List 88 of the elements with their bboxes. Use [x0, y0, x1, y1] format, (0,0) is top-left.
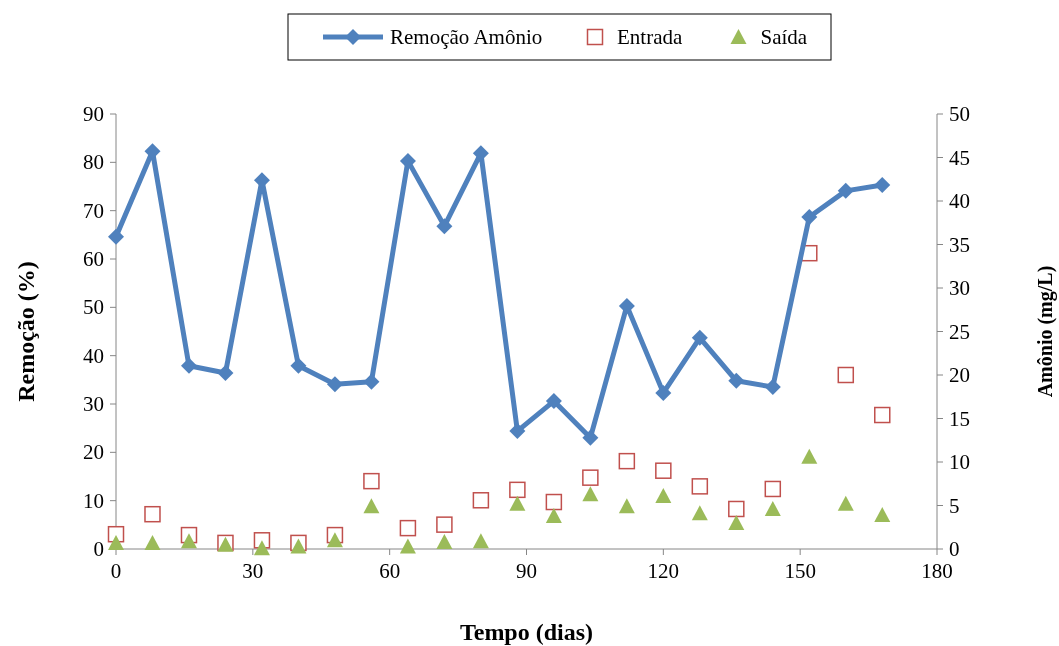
x-tick-label: 0 [110, 559, 122, 583]
y-tick-label: 70 [83, 198, 104, 223]
point [108, 534, 124, 550]
y2-tick-label: 20 [949, 363, 970, 387]
point [363, 373, 380, 390]
point [436, 218, 453, 235]
y2-tick-label: 5 [949, 493, 960, 518]
point [582, 486, 599, 502]
point [582, 429, 599, 446]
legend-label: Saída [760, 25, 808, 49]
point [180, 533, 197, 549]
point [399, 519, 417, 537]
point [764, 500, 781, 516]
point [801, 208, 818, 225]
y-tick-label: 40 [83, 343, 104, 368]
point [764, 480, 782, 498]
point [764, 379, 781, 396]
point [509, 495, 526, 511]
x-tick-label: 180 [921, 559, 953, 583]
point [691, 478, 709, 495]
y2-tick-label: 40 [949, 189, 970, 213]
y2-tick-label: 10 [949, 450, 970, 474]
y-tick-label: 60 [83, 247, 104, 271]
point [363, 498, 380, 514]
point [472, 533, 489, 549]
point [545, 493, 563, 511]
point [509, 423, 526, 440]
x-axis-title: Tempo (dias) [459, 619, 594, 645]
y2-tick-label: 0 [949, 537, 960, 561]
y-tick-label: 0 [93, 537, 104, 561]
point [874, 507, 891, 523]
point [217, 365, 234, 382]
point [144, 505, 161, 523]
y-tick-label: 20 [83, 440, 104, 465]
point [472, 492, 490, 509]
y2-tick-label: 30 [949, 276, 970, 300]
point [180, 357, 197, 374]
x-tick-label: 30 [242, 559, 264, 583]
point [691, 505, 708, 521]
point [728, 372, 745, 389]
point [618, 498, 635, 514]
point [326, 376, 343, 393]
point [655, 487, 672, 503]
point [144, 534, 161, 550]
point [837, 182, 854, 199]
point [874, 406, 891, 424]
y-tick-label: 50 [83, 295, 104, 320]
legend-label: Entrada [617, 25, 683, 49]
point [582, 469, 599, 486]
y2-tick-label: 15 [949, 406, 970, 431]
point [290, 538, 307, 554]
point [290, 357, 307, 374]
point [436, 534, 453, 550]
y-axis-title: Remoção (%) [13, 261, 39, 402]
y-tick-label: 30 [83, 392, 104, 416]
y2-tick-label: 35 [949, 232, 970, 257]
y2-tick-label: 45 [949, 145, 970, 170]
point [545, 393, 562, 410]
point [253, 540, 270, 556]
point [655, 462, 672, 479]
y2-tick-label: 50 [949, 102, 970, 126]
point [655, 384, 672, 401]
y2-axis-title: Amônio (mg/L) [1034, 265, 1057, 398]
point [618, 452, 636, 470]
point [728, 500, 745, 518]
y-tick-label: 10 [83, 488, 104, 513]
legend-label: Remoção Amônio [390, 25, 543, 49]
point [108, 228, 124, 245]
x-tick-label: 150 [784, 559, 816, 583]
y-tick-label: 80 [83, 150, 104, 175]
point [545, 507, 562, 523]
point [874, 177, 891, 194]
point [363, 472, 380, 490]
point [837, 366, 855, 384]
point [509, 481, 526, 499]
point [326, 532, 343, 548]
point [837, 495, 854, 511]
point [399, 538, 416, 554]
x-tick-label: 90 [516, 559, 537, 583]
point [801, 448, 818, 464]
y2-tick-label: 25 [949, 319, 970, 344]
point [691, 329, 708, 346]
y-tick-label: 90 [83, 102, 104, 126]
x-tick-label: 120 [647, 559, 680, 583]
point [728, 514, 745, 530]
point [436, 516, 453, 533]
point [618, 297, 635, 314]
x-tick-label: 60 [379, 559, 401, 583]
